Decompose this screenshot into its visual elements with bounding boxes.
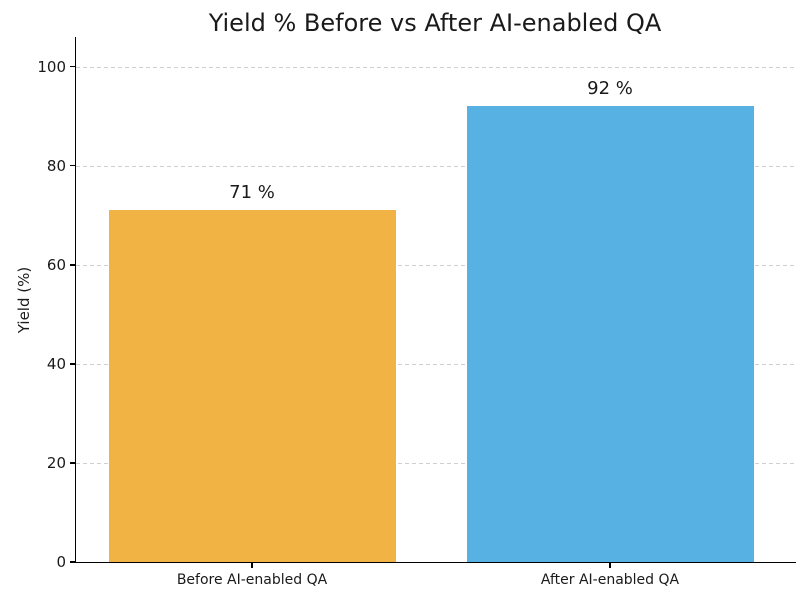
gridline-60 xyxy=(76,264,796,266)
y-axis-label: Yield (%) xyxy=(15,266,33,334)
y-tick-label: 40 xyxy=(46,354,66,373)
x-tick-label: Before AI-enabled QA xyxy=(176,572,328,588)
y-tick-mark xyxy=(70,462,76,464)
gridline-20 xyxy=(76,462,796,464)
bar-after xyxy=(466,106,754,562)
x-tick-mark xyxy=(251,563,253,569)
x-tick-label: After AI-enabled QA xyxy=(540,572,680,588)
bar-value-label: 92 % xyxy=(587,78,633,100)
y-tick-mark xyxy=(70,66,76,68)
x-tick-mark xyxy=(609,563,611,569)
y-tick-label: 80 xyxy=(46,156,66,175)
gridline-80 xyxy=(76,165,796,167)
y-tick-label: 0 xyxy=(56,553,66,571)
y-tick-label: 60 xyxy=(46,255,66,274)
gridline-100 xyxy=(76,66,796,68)
chart-title: Yield % Before vs After AI-enabled QA xyxy=(208,9,662,37)
bar-value-label: 71 % xyxy=(229,182,275,204)
y-tick-mark xyxy=(70,561,76,563)
y-tick-label: 100 xyxy=(37,57,66,76)
plot-area: 0 20 40 60 80 100 71 % Before AI-enabled QA 92 %… xyxy=(37,37,796,588)
y-tick-mark xyxy=(70,264,76,266)
gridline-40 xyxy=(76,363,796,365)
y-tick-mark xyxy=(70,363,76,365)
y-tick-label: 20 xyxy=(46,453,66,472)
bar-before xyxy=(108,210,396,562)
y-tick-mark xyxy=(70,165,76,167)
